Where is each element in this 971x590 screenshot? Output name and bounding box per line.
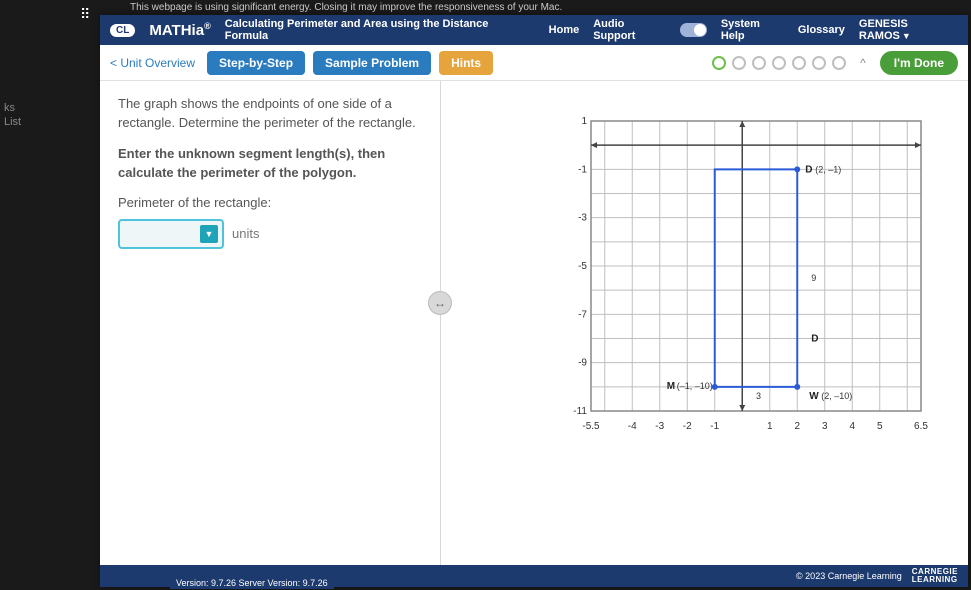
svg-text:-11: -11 <box>573 406 587 417</box>
chevron-down-icon: ▼ <box>902 31 911 41</box>
desktop: ⠿ ks List This webpage is using signific… <box>0 0 971 590</box>
svg-text:(2, –10): (2, –10) <box>821 391 852 401</box>
apps-grid-icon[interactable]: ⠿ <box>80 6 92 23</box>
unit-overview-link[interactable]: < Unit Overview <box>110 56 195 70</box>
dropdown-icon[interactable]: ▼ <box>200 225 218 243</box>
tab-step-by-step[interactable]: Step-by-Step <box>207 51 305 75</box>
brand-text: MATHia <box>149 22 204 39</box>
svg-text:1: 1 <box>581 116 587 127</box>
answer-row: ▼ units <box>118 219 422 249</box>
svg-text:-2: -2 <box>683 421 692 432</box>
carnegie-logo: CARNEGIE LEARNING <box>912 568 958 584</box>
nav-help[interactable]: System Help <box>721 18 784 42</box>
os-left-rail: ks List <box>0 0 80 590</box>
graph-pane: -5.5-4-3-2-1123456.5-1-3-5-7-9-111D(2, –… <box>441 81 968 565</box>
perimeter-label: Perimeter of the rectangle: <box>118 194 422 213</box>
progress-dot <box>732 56 746 70</box>
progress-dot <box>832 56 846 70</box>
svg-text:D: D <box>811 334 818 345</box>
copyright-text: © 2023 Carnegie Learning <box>796 571 902 581</box>
progress-dot <box>792 56 806 70</box>
svg-text:2: 2 <box>794 421 800 432</box>
svg-text:-3: -3 <box>655 421 664 432</box>
nav-home[interactable]: Home <box>549 24 580 36</box>
svg-text:-7: -7 <box>578 309 587 320</box>
svg-text:-1: -1 <box>710 421 719 432</box>
svg-text:1: 1 <box>767 421 773 432</box>
rail-item-list[interactable]: List <box>0 114 25 130</box>
brand-reg: ® <box>204 21 211 31</box>
svg-text:4: 4 <box>849 421 855 432</box>
nav-user[interactable]: GENESIS RAMOS▼ <box>859 18 958 42</box>
content-area: The graph shows the endpoints of one sid… <box>100 81 968 565</box>
tab-bar: < Unit Overview Step-by-Step Sample Prob… <box>100 45 968 81</box>
collapse-icon[interactable]: ^ <box>860 56 866 70</box>
units-label: units <box>232 225 259 244</box>
svg-text:-4: -4 <box>628 421 637 432</box>
tab-sample-problem[interactable]: Sample Problem <box>313 51 431 75</box>
user-name: GENESIS RAMOS <box>859 18 908 42</box>
svg-text:5: 5 <box>877 421 883 432</box>
svg-text:-5.5: -5.5 <box>582 421 600 432</box>
answer-box: ▼ <box>118 219 224 249</box>
progress-dot <box>812 56 826 70</box>
svg-text:9: 9 <box>811 273 816 283</box>
brand-name: MATHia® <box>149 21 210 39</box>
problem-instruction: Enter the unknown segment length(s), the… <box>118 145 422 183</box>
svg-text:(2, –1): (2, –1) <box>815 164 841 174</box>
lesson-topic: Calculating Perimeter and Area using the… <box>225 18 521 42</box>
svg-text:6.5: 6.5 <box>914 421 928 432</box>
version-text: Version: 9.7.26 Server Version: 9.7.26 <box>170 577 334 589</box>
progress-dot <box>712 56 726 70</box>
tab-hints[interactable]: Hints <box>439 51 493 75</box>
svg-text:3: 3 <box>822 421 828 432</box>
perimeter-input[interactable] <box>120 221 200 247</box>
browser-energy-banner: This webpage is using significant energy… <box>100 0 971 15</box>
logo-line-2: LEARNING <box>912 576 958 584</box>
mathia-app: CL MATHia® Calculating Perimeter and Are… <box>100 15 968 587</box>
svg-text:M: M <box>667 381 675 392</box>
svg-text:-9: -9 <box>578 358 587 369</box>
audio-toggle[interactable] <box>680 23 707 37</box>
svg-text:-1: -1 <box>578 164 587 175</box>
svg-text:D: D <box>805 164 812 175</box>
problem-intro: The graph shows the endpoints of one sid… <box>118 95 422 133</box>
app-header: CL MATHia® Calculating Perimeter and Are… <box>100 15 968 45</box>
problem-pane: The graph shows the endpoints of one sid… <box>100 81 440 565</box>
progress-dot <box>752 56 766 70</box>
svg-text:-5: -5 <box>578 261 587 272</box>
nav-audio[interactable]: Audio Support <box>593 18 666 42</box>
coordinate-graph[interactable]: -5.5-4-3-2-1123456.5-1-3-5-7-9-111D(2, –… <box>561 111 931 446</box>
svg-text:(–1, –10): (–1, –10) <box>677 381 713 391</box>
svg-text:-3: -3 <box>578 213 587 224</box>
logo-badge: CL <box>110 24 135 37</box>
progress-indicator <box>712 56 846 70</box>
nav-glossary[interactable]: Glossary <box>798 24 845 36</box>
progress-dot <box>772 56 786 70</box>
svg-text:3: 3 <box>756 391 761 401</box>
im-done-button[interactable]: I'm Done <box>880 51 958 75</box>
svg-text:W: W <box>809 391 819 402</box>
